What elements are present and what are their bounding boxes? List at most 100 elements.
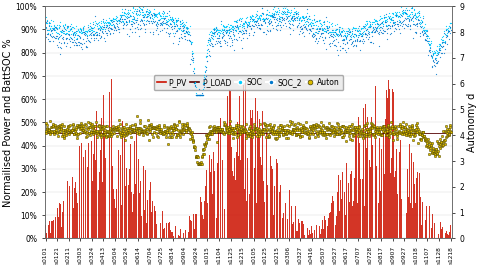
Point [276, 23, 284, 27]
Point [338, 46, 346, 50]
Point [236, 18, 243, 22]
Point [175, 39, 183, 43]
Point [337, 128, 345, 132]
Point [186, 24, 193, 28]
Point [273, 23, 281, 27]
Point [57, 124, 65, 128]
Point [60, 25, 68, 29]
Point [285, 14, 292, 18]
Point [382, 130, 389, 134]
Point [406, 134, 414, 138]
Point [300, 127, 308, 131]
Point [75, 124, 83, 129]
Point [182, 29, 190, 33]
Point [368, 29, 376, 33]
Point [259, 12, 266, 17]
Point [249, 23, 257, 28]
Point [390, 21, 397, 25]
Point [424, 41, 432, 46]
Point [322, 132, 329, 137]
Point [327, 22, 335, 26]
Point [241, 19, 249, 23]
Point [195, 92, 203, 97]
Point [266, 13, 274, 17]
Point [338, 26, 346, 30]
Point [175, 27, 182, 31]
Point [325, 127, 333, 132]
Point [347, 124, 355, 128]
Point [390, 15, 397, 19]
Point [61, 127, 69, 132]
Point [189, 135, 196, 140]
Point [60, 23, 67, 28]
Point [246, 15, 254, 19]
Point [94, 30, 101, 34]
Point [302, 15, 310, 19]
Point [330, 43, 337, 47]
Point [153, 23, 160, 28]
Point [374, 127, 382, 132]
Point [347, 36, 354, 41]
Point [302, 26, 310, 30]
Point [148, 16, 156, 21]
Point [442, 138, 449, 142]
Point [144, 9, 152, 14]
Point [442, 28, 450, 32]
Point [162, 129, 170, 134]
Point [286, 13, 293, 17]
Point [289, 28, 297, 32]
Point [69, 32, 77, 36]
Point [195, 162, 203, 166]
Point [191, 83, 199, 88]
Point [372, 128, 379, 133]
Point [227, 34, 234, 38]
Point [237, 128, 245, 133]
Point [215, 36, 222, 41]
Point [375, 130, 383, 134]
Point [44, 128, 52, 133]
Point [272, 11, 279, 16]
Point [440, 29, 448, 33]
Point [60, 124, 68, 128]
Point [315, 18, 323, 22]
Point [129, 127, 137, 131]
Point [117, 135, 125, 139]
Point [325, 30, 333, 34]
Point [46, 128, 53, 132]
Point [76, 127, 84, 132]
Point [105, 25, 112, 29]
Point [411, 30, 419, 34]
Point [417, 18, 425, 22]
Point [192, 155, 199, 159]
Point [425, 48, 433, 52]
Point [116, 16, 123, 20]
Point [378, 21, 385, 25]
Point [229, 29, 237, 34]
Point [366, 128, 373, 133]
Point [221, 25, 228, 30]
Point [42, 21, 49, 25]
Point [438, 41, 445, 45]
Point [410, 22, 418, 26]
Point [172, 18, 180, 22]
Point [328, 124, 336, 128]
Point [190, 67, 198, 71]
Point [159, 18, 167, 23]
Point [288, 22, 296, 26]
Point [168, 16, 175, 21]
Point [279, 23, 287, 27]
Point [192, 92, 200, 97]
Point [249, 13, 256, 18]
Point [254, 17, 262, 22]
Point [92, 131, 99, 135]
Point [262, 129, 269, 133]
Point [148, 132, 156, 136]
Point [148, 13, 156, 17]
Point [257, 130, 265, 134]
Point [204, 132, 212, 137]
Point [224, 33, 232, 37]
Point [312, 37, 320, 41]
Point [140, 23, 147, 27]
Point [120, 13, 128, 18]
Point [344, 32, 352, 36]
